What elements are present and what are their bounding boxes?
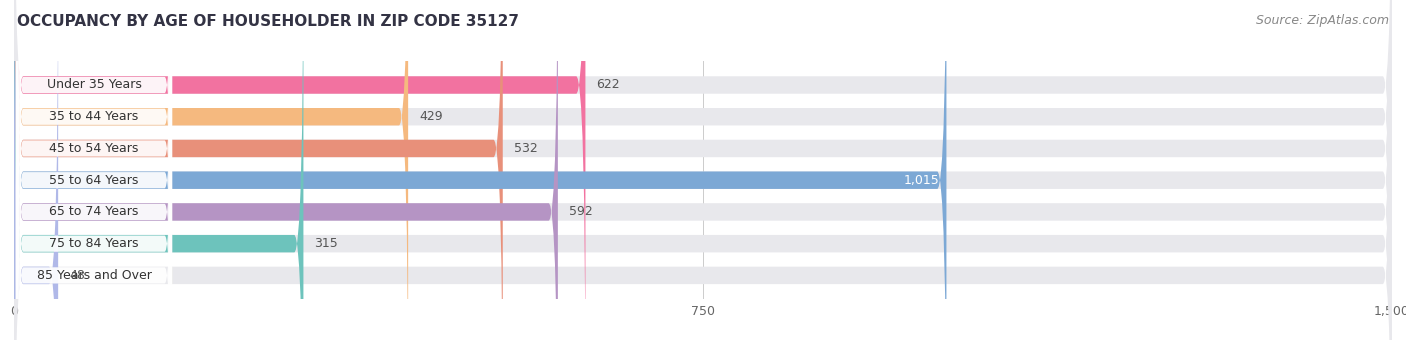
FancyBboxPatch shape: [15, 0, 172, 340]
Text: OCCUPANCY BY AGE OF HOUSEHOLDER IN ZIP CODE 35127: OCCUPANCY BY AGE OF HOUSEHOLDER IN ZIP C…: [17, 14, 519, 29]
Text: 1,015: 1,015: [903, 174, 939, 187]
Text: 35 to 44 Years: 35 to 44 Years: [49, 110, 139, 123]
FancyBboxPatch shape: [14, 0, 946, 340]
FancyBboxPatch shape: [15, 0, 172, 340]
Text: 55 to 64 Years: 55 to 64 Years: [49, 174, 139, 187]
Text: 45 to 54 Years: 45 to 54 Years: [49, 142, 139, 155]
FancyBboxPatch shape: [15, 30, 172, 340]
Text: 85 Years and Over: 85 Years and Over: [37, 269, 152, 282]
Text: 429: 429: [419, 110, 443, 123]
Text: Source: ZipAtlas.com: Source: ZipAtlas.com: [1256, 14, 1389, 27]
Text: 48: 48: [69, 269, 84, 282]
FancyBboxPatch shape: [14, 0, 1392, 340]
FancyBboxPatch shape: [14, 0, 58, 340]
FancyBboxPatch shape: [14, 0, 1392, 340]
FancyBboxPatch shape: [14, 0, 585, 340]
FancyBboxPatch shape: [14, 0, 558, 340]
Text: 65 to 74 Years: 65 to 74 Years: [49, 205, 139, 218]
Text: 532: 532: [513, 142, 537, 155]
FancyBboxPatch shape: [14, 0, 1392, 340]
FancyBboxPatch shape: [15, 0, 172, 340]
FancyBboxPatch shape: [14, 0, 1392, 340]
FancyBboxPatch shape: [14, 0, 503, 340]
FancyBboxPatch shape: [14, 0, 304, 340]
FancyBboxPatch shape: [15, 0, 172, 331]
FancyBboxPatch shape: [15, 0, 172, 340]
FancyBboxPatch shape: [14, 0, 1392, 340]
Text: 622: 622: [596, 79, 620, 91]
FancyBboxPatch shape: [14, 0, 1392, 340]
Text: 75 to 84 Years: 75 to 84 Years: [49, 237, 139, 250]
FancyBboxPatch shape: [15, 0, 172, 340]
Text: Under 35 Years: Under 35 Years: [46, 79, 142, 91]
Text: 315: 315: [315, 237, 339, 250]
Text: 592: 592: [569, 205, 593, 218]
FancyBboxPatch shape: [14, 0, 1392, 340]
FancyBboxPatch shape: [14, 0, 408, 340]
